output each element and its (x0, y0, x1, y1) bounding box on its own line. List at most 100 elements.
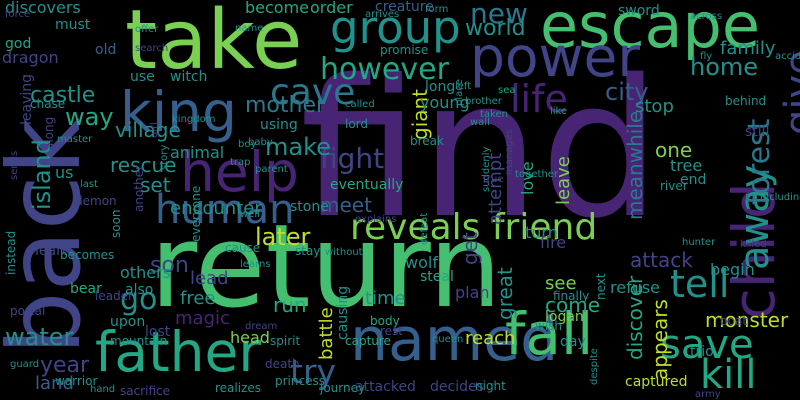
word-cloud-word: another (132, 165, 146, 212)
word-cloud-word: son (150, 253, 189, 278)
word-cloud-word: get (458, 232, 482, 265)
word-cloud-word: appears (648, 299, 672, 380)
word-cloud-word: learns (240, 259, 271, 270)
word-cloud-word: home (690, 53, 759, 81)
word-cloud-word: also (125, 282, 154, 298)
word-cloud-word: baby (248, 137, 273, 148)
word-cloud-word: true (483, 174, 504, 185)
word-cloud-word: logan (545, 309, 584, 325)
word-cloud-word: water (5, 323, 74, 351)
word-cloud-word: us (55, 163, 74, 182)
word-cloud-word: one (655, 138, 693, 162)
word-cloud-word: reach (465, 328, 516, 349)
word-cloud-word: hunter (682, 237, 716, 248)
word-cloud-word: attack (630, 248, 693, 272)
word-cloud-word: creature (375, 0, 434, 15)
word-cloud-word: behind (725, 94, 767, 108)
word-cloud-word: father (95, 320, 261, 384)
word-cloud-word: land (35, 373, 74, 394)
word-cloud-word: instead (4, 230, 18, 275)
word-cloud-word: run (273, 293, 307, 317)
word-cloud-word: tell (670, 262, 730, 306)
word-cloud-word: journey (320, 381, 366, 395)
word-cloud-word: order (310, 0, 353, 17)
word-cloud-word: cave (270, 72, 356, 113)
word-cloud-word: still (745, 124, 770, 140)
word-cloud-word: called (345, 99, 375, 110)
word-cloud-word: dragon (2, 48, 59, 67)
word-cloud-word: becomes (60, 248, 115, 262)
word-cloud-word: dream (245, 321, 278, 332)
word-cloud-word: well (240, 209, 260, 220)
word-cloud-word: upon (110, 314, 146, 330)
word-cloud-word: lord (345, 117, 369, 131)
word-cloud-word: go (120, 282, 158, 317)
word-cloud-word: return (150, 200, 502, 334)
word-cloud-word: way (65, 103, 114, 131)
word-cloud-word: eventually (330, 177, 404, 193)
word-cloud-word: kill (700, 352, 757, 398)
word-cloud-word: life (510, 77, 568, 121)
word-cloud-word: family (720, 38, 776, 59)
word-cloud-word: despite (589, 348, 600, 385)
word-cloud-word: rest (380, 324, 404, 338)
word-cloud-word: break (410, 134, 444, 148)
word-cloud-word: end (680, 172, 707, 188)
word-cloud-word: trio (690, 344, 714, 360)
word-cloud-word: search (135, 43, 169, 54)
word-cloud-word: fire (540, 233, 567, 252)
word-cloud-word: left (455, 81, 472, 92)
word-cloud-word: cause (225, 241, 261, 255)
word-cloud-word: stay (295, 244, 321, 258)
word-cloud-word: chase (30, 97, 66, 111)
word-cloud-word: next (594, 273, 608, 300)
word-cloud-word: long (425, 79, 456, 95)
word-cloud-word: discovers (5, 0, 81, 17)
word-cloud-word: causing (335, 285, 351, 340)
word-cloud-word: death (265, 357, 300, 371)
word-cloud-word: set (140, 173, 171, 197)
word-cloud-word: capture (345, 334, 391, 348)
word-cloud-word: suddenly (481, 146, 492, 192)
word-cloud-word: portal (10, 304, 46, 318)
word-cloud-word: across (690, 11, 723, 22)
word-cloud-word: realizes (215, 381, 262, 395)
word-cloud-word: time (365, 288, 406, 309)
word-cloud-word: leave (553, 156, 574, 205)
word-cloud-word: heart (30, 243, 68, 259)
word-cloud-word: sword (618, 3, 660, 19)
word-cloud-word: power (470, 25, 640, 89)
word-cloud-word: bear (70, 281, 102, 297)
word-cloud-word: queen (432, 334, 464, 345)
word-cloud-word: force (5, 9, 31, 20)
word-cloud-word: use (130, 69, 155, 85)
word-cloud-word: try (290, 352, 337, 391)
word-cloud-word: must (55, 17, 91, 33)
word-cloud-word: meet (320, 193, 372, 217)
word-cloud-word: arrives (365, 9, 400, 20)
word-cloud-word: name (235, 23, 264, 34)
word-cloud-word: take (125, 0, 303, 88)
word-cloud-word: boat (720, 314, 748, 328)
word-cloud-word: killed (740, 239, 767, 250)
word-cloud-word: everyone (189, 185, 203, 242)
word-cloud-word: finally (553, 289, 590, 303)
word-cloud-word: animal (170, 143, 225, 162)
word-cloud-word: year (40, 353, 90, 378)
word-cloud-word: mother (245, 93, 326, 118)
word-cloud-word: tree (670, 156, 703, 175)
word-cloud-word: battle (316, 307, 337, 360)
word-cloud-word: give (777, 50, 800, 135)
word-cloud-word: human (155, 187, 295, 233)
word-cloud-word: city (605, 78, 649, 106)
word-cloud-word: together (515, 169, 559, 180)
word-cloud-word: come (545, 293, 601, 317)
word-cloud-word: fall (505, 300, 594, 368)
word-cloud-word: rescue (110, 153, 177, 177)
word-cloud-word: including (760, 192, 800, 203)
word-cloud-word: decides (430, 379, 484, 395)
word-cloud-word: god (5, 36, 32, 52)
word-cloud-word: lead (190, 268, 229, 289)
word-cloud-word: wolf (405, 253, 438, 272)
word-cloud-word: taken (480, 109, 508, 120)
